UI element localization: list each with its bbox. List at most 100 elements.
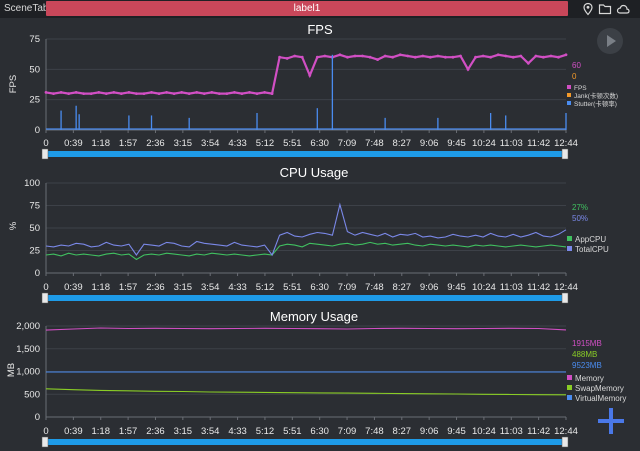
scene-tab-label[interactable]: SceneTab xyxy=(4,3,49,14)
play-icon[interactable] xyxy=(597,28,623,54)
data-point-fps xyxy=(82,92,86,95)
label-title-bar[interactable]: label1 xyxy=(46,1,568,16)
legend-app-cpu: AppCPU xyxy=(575,235,606,244)
x-tick-label: 11:42 xyxy=(527,426,550,437)
data-point-fps xyxy=(67,92,71,95)
x-tick-label: 8:27 xyxy=(393,426,412,437)
x-tick-label: 5:12 xyxy=(256,138,275,149)
data-point-fps xyxy=(59,90,63,94)
top-bar: SceneTab label1 xyxy=(0,0,640,18)
data-point-fps xyxy=(89,92,93,95)
x-tick-label: 8:27 xyxy=(393,138,412,149)
x-tick-label: 12:44 xyxy=(554,426,578,437)
y-tick-label: 50 xyxy=(29,223,40,234)
chart-title: CPU Usage xyxy=(280,165,349,180)
data-point-fps xyxy=(44,90,48,94)
series-line-total_cpu xyxy=(45,202,567,257)
x-tick-label: 4:33 xyxy=(228,426,247,437)
y-tick-label: 0 xyxy=(35,412,40,423)
x-tick-label: 9:06 xyxy=(420,282,439,293)
x-tick-label: 7:48 xyxy=(365,138,384,149)
data-point-fps xyxy=(270,92,274,95)
data-point-fps xyxy=(323,54,327,58)
plus-icon[interactable] xyxy=(598,408,624,434)
time-slider[interactable] xyxy=(41,292,569,304)
x-tick-label: 3:15 xyxy=(174,282,193,293)
x-tick-label: 12:44 xyxy=(554,138,578,149)
x-tick-label: 2:36 xyxy=(146,282,165,293)
data-point-fps xyxy=(119,92,123,95)
x-tick-label: 9:06 xyxy=(420,426,439,437)
x-tick-label: 4:33 xyxy=(228,282,247,293)
slider-handle-right[interactable] xyxy=(561,148,569,160)
legend-swatch-swap xyxy=(567,385,572,390)
y-tick-label: 0 xyxy=(35,125,40,136)
legend-jank: Jank(卡顿次数) xyxy=(574,91,618,100)
slider-handle-right[interactable] xyxy=(561,436,569,448)
data-point-fps xyxy=(52,92,55,95)
x-tick-label: 1:57 xyxy=(119,282,138,293)
data-point-fps xyxy=(534,54,538,58)
x-tick-label: 5:51 xyxy=(283,426,302,437)
data-point-fps xyxy=(519,54,523,58)
legend: FPS Jank(卡顿次数) Stutter(卡顿率) xyxy=(567,85,618,108)
slider-handle-left[interactable] xyxy=(41,292,49,304)
y-axis-label: FPS xyxy=(8,75,19,93)
y-tick-label: 0 xyxy=(35,268,40,279)
y-tick-label: 500 xyxy=(24,389,40,400)
x-tick-label: 7:48 xyxy=(365,282,384,293)
x-tick-label: 3:15 xyxy=(174,138,193,149)
jank-current-value: 0 xyxy=(572,72,577,81)
fps-chart: FPS FPS 0 25 50 75 0 0:39 1:18 1:57 2:36 3:15 3:54… xyxy=(8,22,618,160)
slider-track[interactable] xyxy=(42,295,568,301)
total-cpu-current-value: 50% xyxy=(572,214,588,223)
x-tick-label: 11:42 xyxy=(527,138,550,149)
x-tick-label: 10:24 xyxy=(472,282,496,293)
series-line-fps xyxy=(45,53,567,95)
slider-handle-right[interactable] xyxy=(561,292,569,304)
x-tick-label: 5:51 xyxy=(283,282,302,293)
time-slider[interactable] xyxy=(41,148,569,160)
x-tick-label: 6:30 xyxy=(310,282,329,293)
data-point-fps xyxy=(557,55,560,59)
data-point-fps xyxy=(210,90,214,94)
x-tick-label: 11:42 xyxy=(527,282,550,293)
memory-chart: Memory Usage MB 0 500 1,000 1,500 2,000 0 0:39… xyxy=(6,309,626,448)
legend-swap: SwapMemory xyxy=(575,384,624,393)
series-line-memory xyxy=(45,327,567,331)
data-point-fps xyxy=(240,92,244,95)
fps-current-value: 60 xyxy=(572,61,581,70)
data-point-fps xyxy=(172,92,176,95)
x-tick-label: 6:30 xyxy=(310,426,329,437)
slider-track[interactable] xyxy=(42,151,568,157)
data-point-fps xyxy=(97,90,101,94)
slider-handle-left[interactable] xyxy=(41,436,49,448)
data-point-fps xyxy=(496,53,500,57)
time-slider[interactable] xyxy=(41,436,569,448)
data-point-fps xyxy=(308,74,312,77)
virtual-current-value: 9523MB xyxy=(572,361,602,370)
data-point-fps xyxy=(74,90,78,94)
y-axis-label: % xyxy=(8,221,19,230)
data-point-fps xyxy=(413,55,417,59)
fps-plot-area: 0 25 50 75 0 0:39 1:18 1:57 2:36 3:15 3:54 4:33 5:12… xyxy=(29,34,577,149)
data-point-fps xyxy=(217,92,221,95)
slider-track[interactable] xyxy=(42,439,568,445)
location-pin-icon[interactable] xyxy=(581,2,595,16)
x-tick-label: 11:03 xyxy=(500,426,523,437)
cloud-icon[interactable] xyxy=(616,2,630,16)
slider-handle-left[interactable] xyxy=(41,148,49,160)
x-tick-label: 9:45 xyxy=(447,282,466,293)
series-line-swap xyxy=(45,388,567,396)
data-point-fps xyxy=(195,90,199,94)
x-tick-label: 2:36 xyxy=(146,426,165,437)
x-tick-label: 0 xyxy=(43,426,48,437)
data-point-fps xyxy=(489,55,493,59)
x-tick-label: 9:45 xyxy=(447,138,466,149)
data-point-fps xyxy=(353,54,357,58)
data-point-fps xyxy=(278,55,282,59)
folder-icon[interactable] xyxy=(598,2,612,16)
data-point-fps xyxy=(466,67,470,71)
x-tick-label: 6:30 xyxy=(310,138,329,149)
x-tick-label: 9:45 xyxy=(447,426,466,437)
